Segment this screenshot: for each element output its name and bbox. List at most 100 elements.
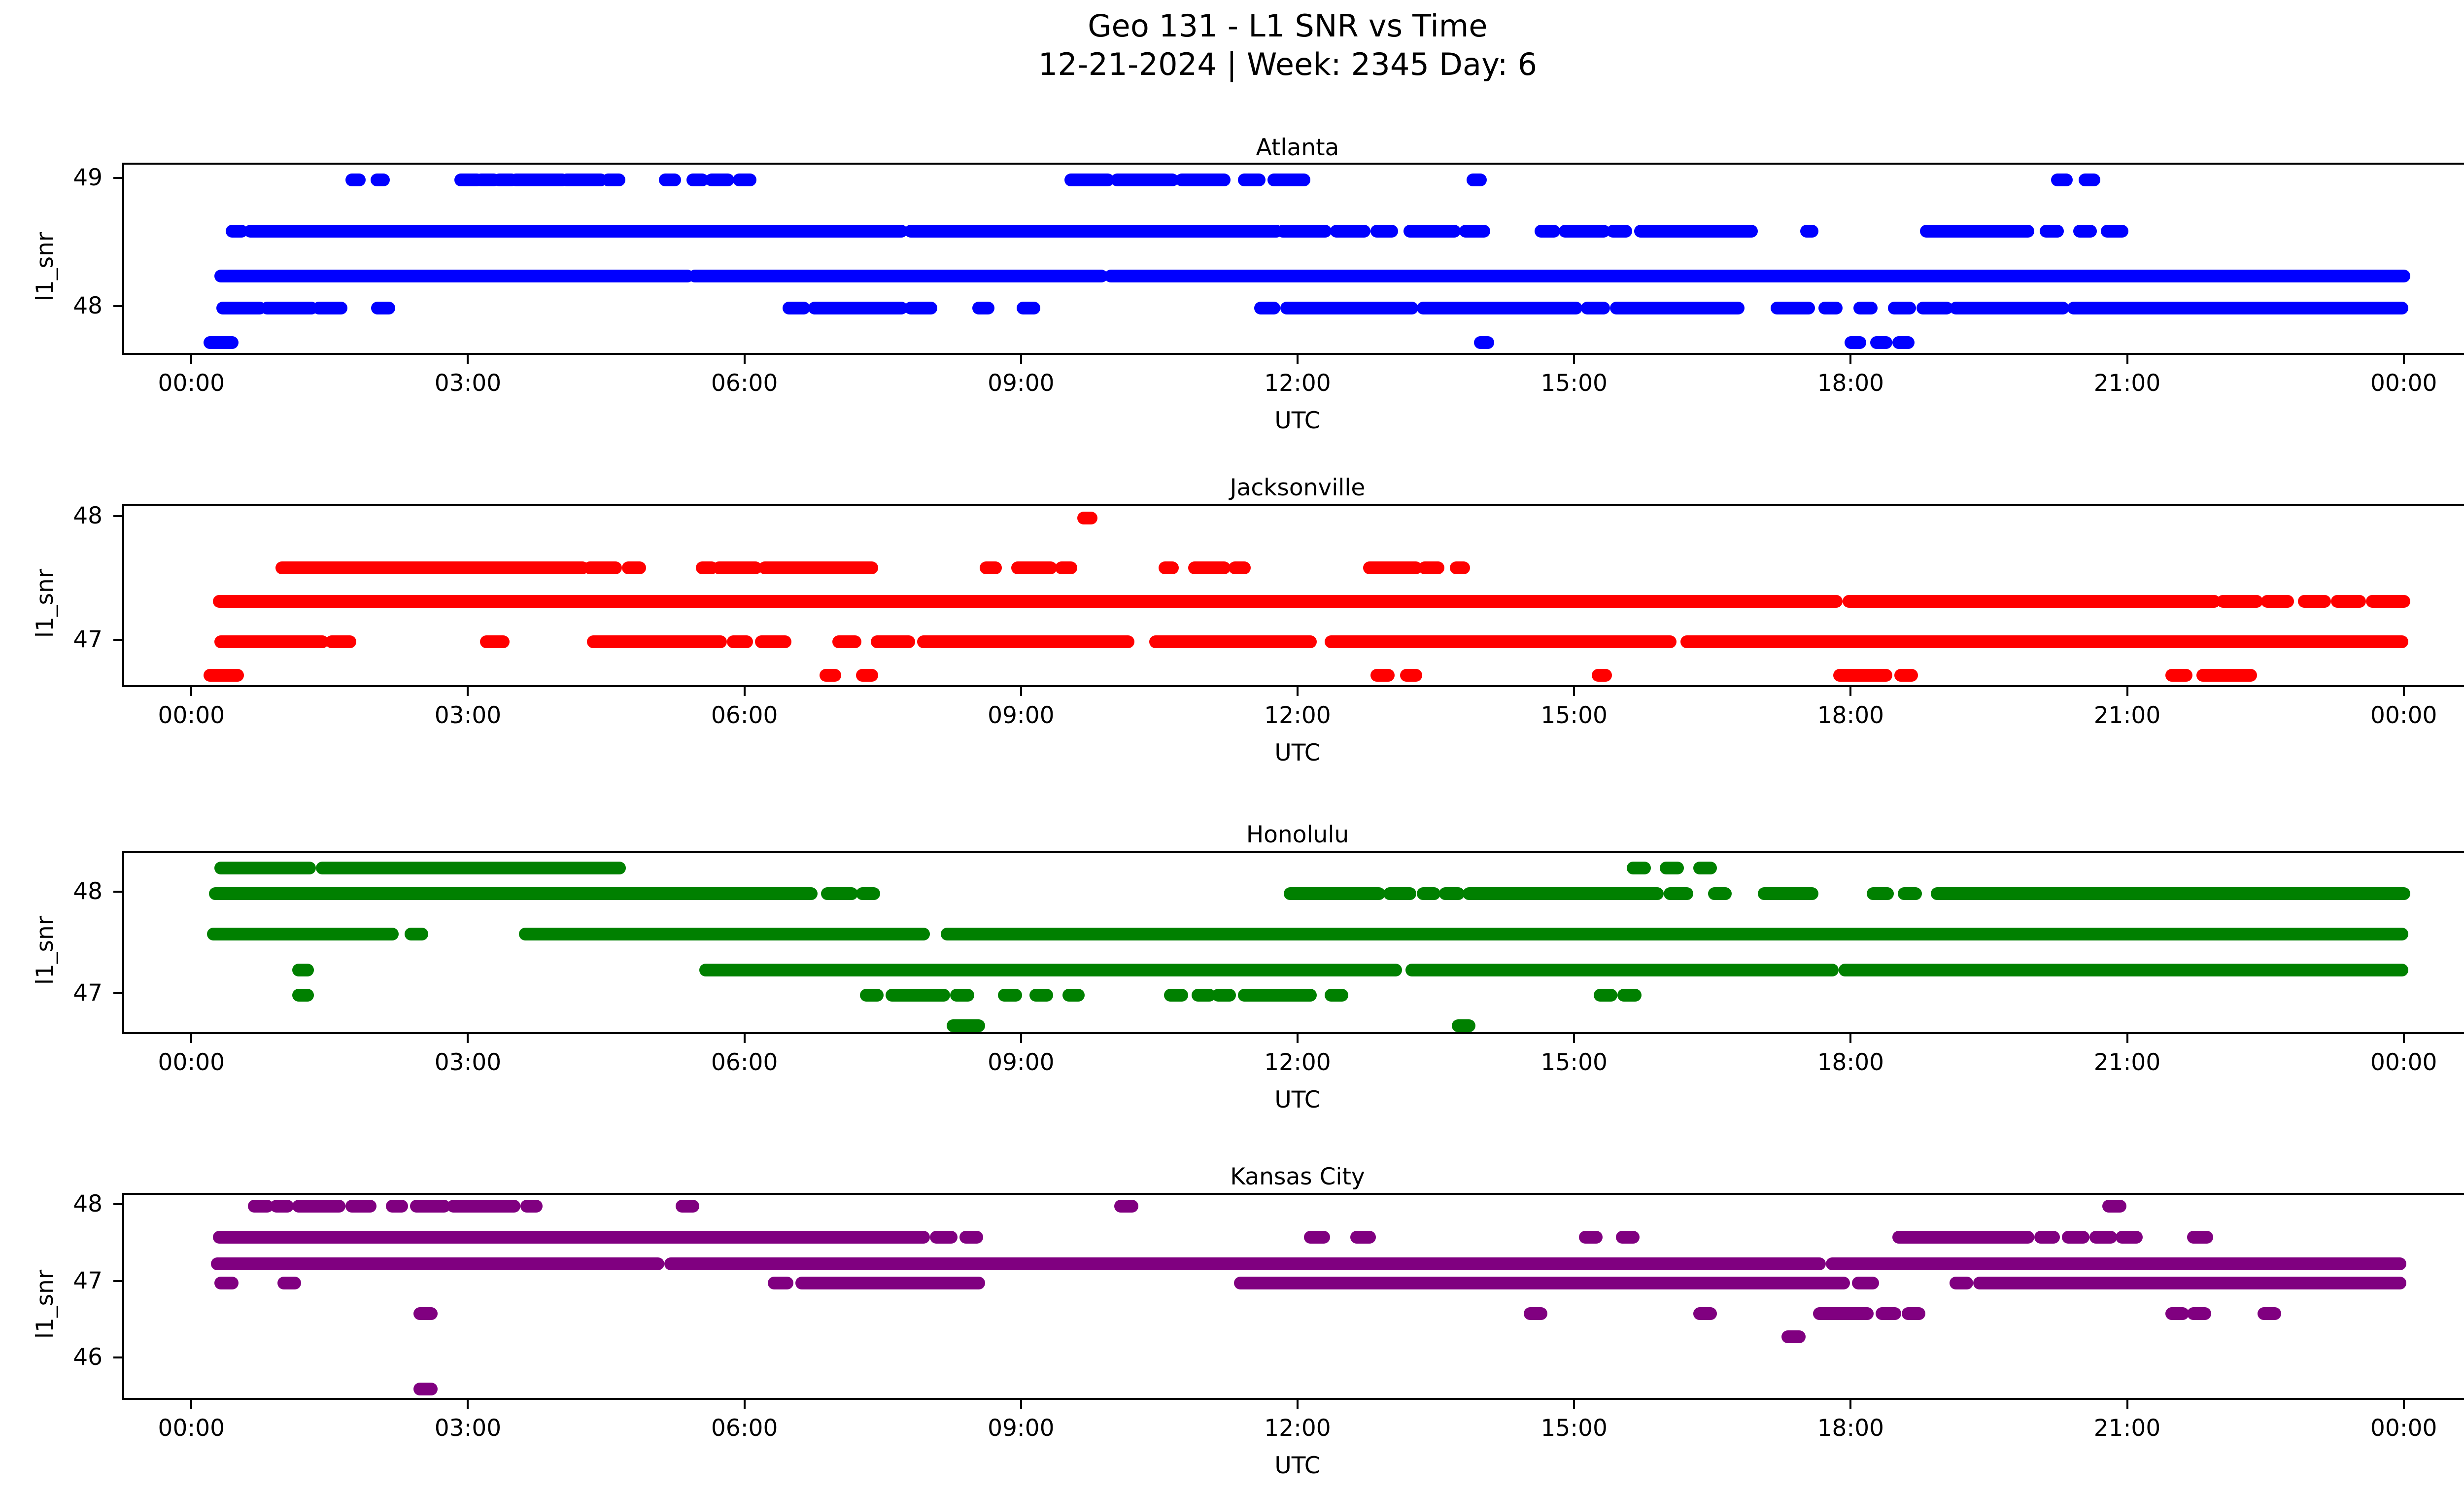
y-tick-mark (113, 305, 122, 308)
x-tick-label: 00:00 (2370, 370, 2437, 397)
data-point-run (1617, 989, 1642, 1002)
data-point-run (959, 1230, 984, 1244)
x-tick-label: 15:00 (1540, 1049, 1608, 1076)
x-tick-label: 21:00 (2093, 370, 2161, 397)
y-tick-mark (113, 515, 122, 518)
x-tick-label: 09:00 (988, 1049, 1055, 1076)
x-tick-label: 21:00 (2093, 1415, 2161, 1442)
data-point-run (2165, 669, 2193, 682)
data-point-run (1660, 862, 1684, 874)
x-tick-mark (467, 1400, 469, 1409)
data-point-run (1870, 336, 1892, 349)
data-point-run (345, 1200, 377, 1213)
data-point-run (998, 989, 1022, 1002)
x-tick-label: 06:00 (711, 702, 778, 729)
data-point-run (1370, 669, 1395, 682)
data-point-run (1212, 989, 1236, 1002)
x-tick-label: 00:00 (158, 702, 225, 729)
data-point-run (1324, 635, 1677, 649)
data-point-run (1920, 225, 2034, 238)
x-tick-label: 00:00 (158, 1415, 225, 1442)
x-tick-label: 18:00 (1817, 1049, 1884, 1076)
x-tick-mark (1020, 1400, 1022, 1409)
data-point-run (270, 1200, 294, 1213)
data-point-run (699, 963, 1402, 976)
data-point-run (795, 1276, 986, 1289)
x-tick-mark (1297, 1400, 1299, 1409)
data-point-run (929, 1230, 958, 1244)
data-point-run (2102, 1200, 2126, 1213)
x-tick-mark (1849, 1034, 1852, 1043)
x-tick-mark (2402, 355, 2405, 364)
x-tick-mark (1573, 1400, 1575, 1409)
data-point-run (767, 1276, 793, 1289)
subplot-title-atlanta: Atlanta (1256, 134, 1339, 161)
data-point-run (1593, 989, 1618, 1002)
data-point-run (1416, 302, 1583, 315)
data-point-run (1164, 989, 1188, 1002)
data-point-run (1463, 887, 1664, 900)
data-point-run (247, 1200, 274, 1213)
data-point-run (587, 635, 727, 649)
data-point-run (1237, 989, 1317, 1002)
data-point-run (1330, 225, 1370, 238)
data-point-run (2089, 1230, 2118, 1244)
data-point-run (1610, 302, 1745, 315)
data-point-run (1416, 887, 1441, 900)
data-point-run (904, 302, 937, 315)
x-tick-mark (190, 355, 193, 364)
data-point-run (1403, 225, 1461, 238)
data-point-run (1757, 887, 1819, 900)
data-point-run (2196, 669, 2258, 682)
data-point-run (675, 1200, 700, 1213)
data-point-run (1839, 963, 2409, 976)
x-tick-mark (2126, 1400, 2128, 1409)
x-tick-label: 03:00 (434, 702, 502, 729)
data-point-run (2115, 1230, 2143, 1244)
data-point-run (1473, 336, 1494, 349)
data-point-run (859, 989, 884, 1002)
plot-area-kansas-city (122, 1193, 2464, 1400)
data-point-run (2261, 594, 2294, 608)
data-point-run (225, 225, 248, 238)
x-tick-mark (2402, 1400, 2405, 1409)
x-tick-mark (190, 1034, 193, 1043)
x-tick-label: 03:00 (434, 1415, 502, 1442)
x-tick-mark (743, 355, 746, 364)
x-tick-label: 06:00 (711, 1049, 778, 1076)
data-point-run (325, 635, 357, 649)
data-point-run (1237, 174, 1266, 187)
data-point-run (277, 1276, 302, 1289)
data-point-run (386, 1200, 409, 1213)
x-tick-label: 12:00 (1264, 702, 1331, 729)
x-tick-label: 09:00 (988, 370, 1055, 397)
data-point-run (316, 862, 626, 874)
data-point-run (1450, 561, 1470, 574)
data-point-run (275, 561, 589, 574)
data-point-run (1254, 302, 1280, 315)
data-point-run (1077, 512, 1098, 525)
data-point-run (214, 862, 316, 874)
data-point-run (686, 174, 709, 187)
data-point-run (1016, 302, 1041, 315)
data-point-run (1405, 963, 1839, 976)
data-point-run (312, 302, 347, 315)
data-point-run (1459, 225, 1491, 238)
x-tick-label: 00:00 (158, 1049, 225, 1076)
data-point-run (946, 1019, 986, 1032)
data-point-run (518, 928, 930, 941)
data-point-run (446, 1200, 521, 1213)
y-tick-label: 47 (73, 1267, 103, 1294)
data-point-run (1851, 1276, 1880, 1289)
x-tick-label: 18:00 (1817, 702, 1884, 729)
subplot-title-honolulu: Honolulu (1246, 821, 1349, 848)
data-point-run (1175, 174, 1231, 187)
y-tick-label: 47 (73, 626, 103, 654)
data-point-run (1973, 1276, 2407, 1289)
data-point-run (2034, 1230, 2060, 1244)
data-point-run (1523, 1307, 1548, 1321)
data-point-run (212, 1230, 930, 1244)
data-point-run (1558, 225, 1610, 238)
data-point-run (1011, 561, 1057, 574)
